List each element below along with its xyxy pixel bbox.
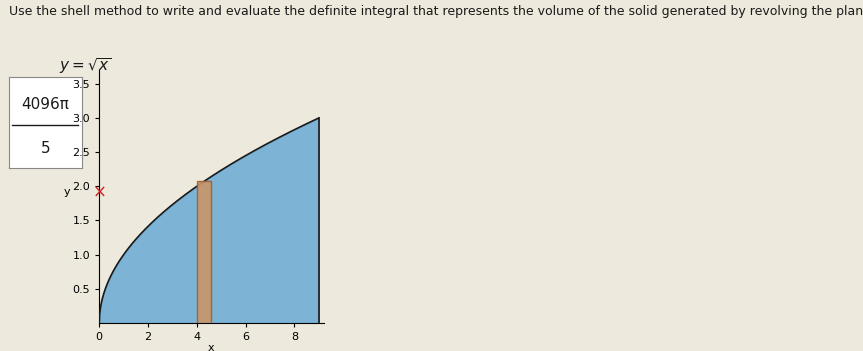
Text: 4096π: 4096π (22, 97, 69, 112)
Bar (197, 181, 211, 323)
Y-axis label: y: y (64, 187, 70, 197)
X-axis label: x: x (208, 343, 215, 351)
Text: 5: 5 (41, 141, 50, 156)
Text: Use the shell method to write and evaluate the definite integral that represents: Use the shell method to write and evalua… (9, 5, 863, 18)
Text: $\times$: $\times$ (92, 183, 106, 200)
Text: $y = \sqrt{x}$: $y = \sqrt{x}$ (59, 56, 111, 76)
